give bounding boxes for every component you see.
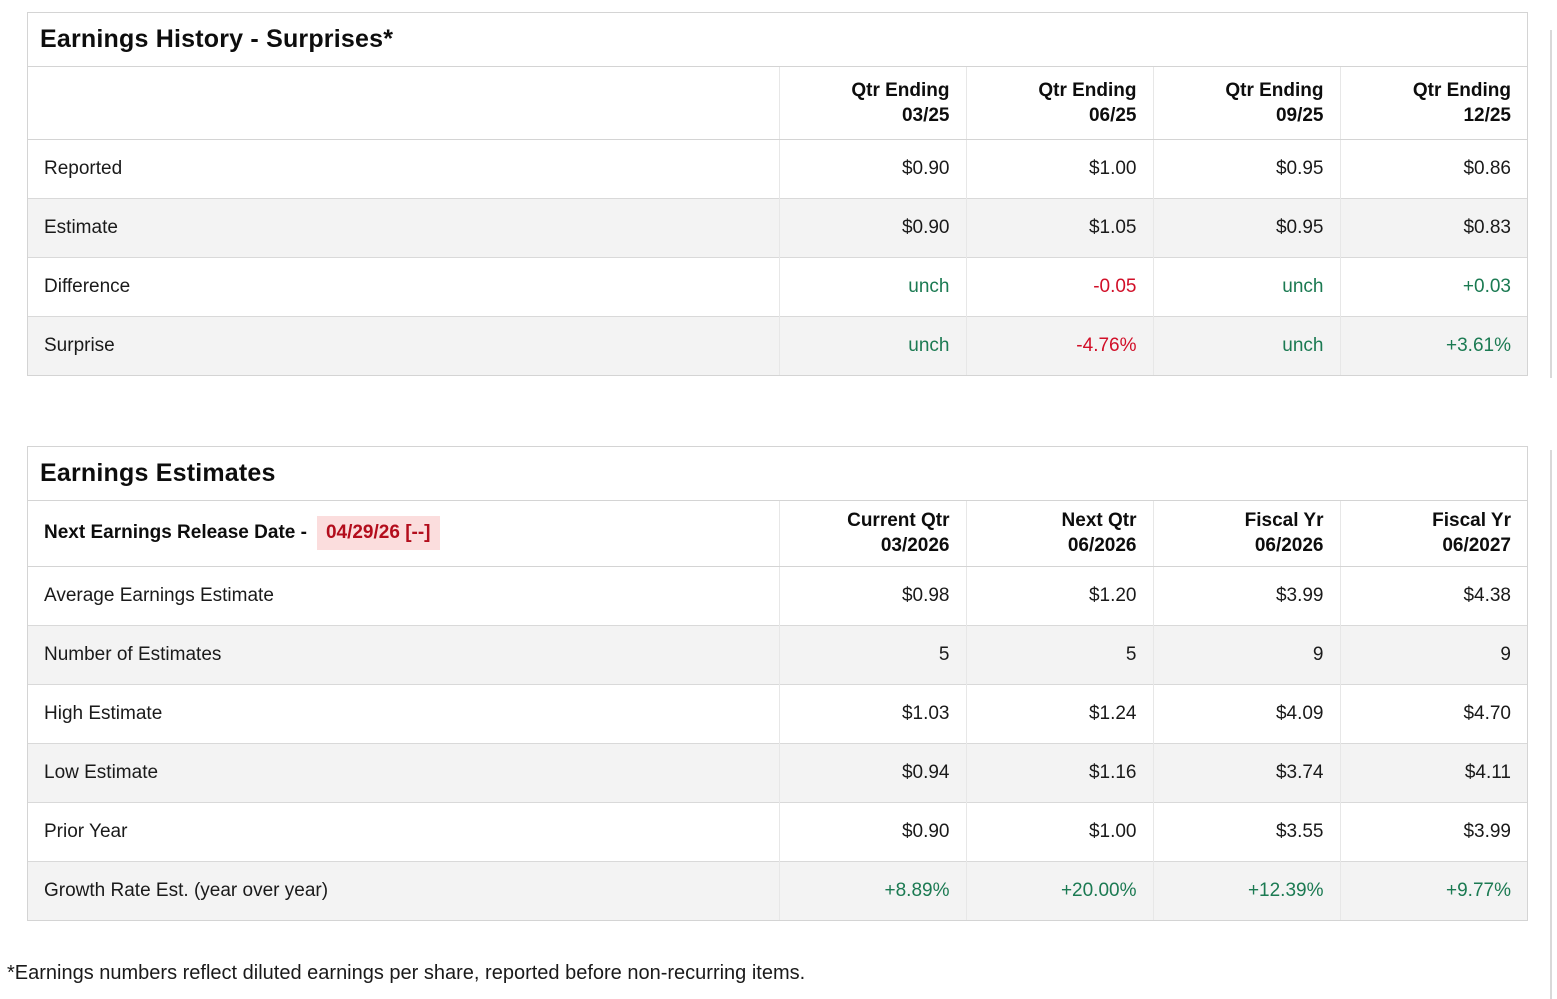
cell-value: $4.09 xyxy=(1152,683,1340,743)
row-label: Low Estimate xyxy=(28,742,779,802)
next-earnings-release-cell: Next Earnings Release Date - 04/29/26 [-… xyxy=(28,501,779,567)
column-header: Fiscal Yr 06/2026 xyxy=(1152,501,1340,567)
cell-value: unch xyxy=(778,315,966,375)
cell-value: $4.11 xyxy=(1339,742,1527,802)
cell-value: -4.76% xyxy=(965,315,1153,375)
earnings-history-title: Earnings History - Surprises* xyxy=(28,13,1527,67)
row-label: Number of Estimates xyxy=(28,624,779,684)
column-header: Qtr Ending 06/25 xyxy=(965,67,1153,140)
cell-value: $0.98 xyxy=(778,566,966,625)
next-earnings-release-date: 04/29/26 [--] xyxy=(316,516,440,551)
cell-value: $0.90 xyxy=(778,197,966,257)
cell-value: +12.39% xyxy=(1152,860,1340,920)
header-row: Qtr Ending 03/25 Qtr Ending 06/25 Qtr Ending… xyxy=(28,67,1527,140)
row-label: Reported xyxy=(44,157,123,179)
cell-value: 9 xyxy=(1152,624,1340,684)
cell-value: $0.90 xyxy=(778,139,966,198)
cell-value: $0.83 xyxy=(1339,197,1527,257)
cell-value: unch xyxy=(778,256,966,316)
earnings-estimates-table: Next Earnings Release Date - 04/29/26 [-… xyxy=(28,501,1527,920)
cell-value: $3.55 xyxy=(1152,801,1340,861)
cell-value: $0.95 xyxy=(1152,139,1340,198)
cell-value: -0.05 xyxy=(965,256,1153,316)
adjacent-panel-edge xyxy=(1550,30,1552,378)
row-label: Estimate xyxy=(28,197,779,257)
row-label: Prior Year xyxy=(28,801,779,861)
cell-value: $0.86 xyxy=(1339,139,1527,198)
table-row: Average Earnings Estimate $0.98 $1.20 $3.99… xyxy=(28,566,1527,625)
table-row: High Estimate $1.03 $1.24 $4.09 $4.70 xyxy=(28,683,1527,743)
column-header: Qtr Ending 12/25 xyxy=(1339,67,1527,140)
cell-value: $1.16 xyxy=(965,742,1153,802)
cell-value: $1.00 xyxy=(965,139,1153,198)
table-row: Estimate $0.90 $1.05 $0.95 $0.83 xyxy=(28,197,1527,257)
cell-value: $1.20 xyxy=(965,566,1153,625)
row-label: Difference xyxy=(28,256,779,316)
cell-value: 5 xyxy=(965,624,1153,684)
earnings-history-card: Earnings History - Surprises* Qtr Ending… xyxy=(27,12,1528,376)
cell-value: $0.95 xyxy=(1152,197,1340,257)
table-row: Growth Rate Est. (year over year) +8.89% +… xyxy=(28,860,1527,920)
cell-value: $4.70 xyxy=(1339,683,1527,743)
cell-value: $3.74 xyxy=(1152,742,1340,802)
adjacent-panel-edge xyxy=(1550,450,1552,999)
cell-value: +3.61% xyxy=(1339,315,1527,375)
column-header: Fiscal Yr 06/2027 xyxy=(1339,501,1527,567)
cell-value: $1.03 xyxy=(778,683,966,743)
column-header: Next Qtr 06/2026 xyxy=(965,501,1153,567)
cell-value: $1.24 xyxy=(965,683,1153,743)
row-label: Growth Rate Est. (year over year) xyxy=(28,860,779,920)
cell-value: $0.94 xyxy=(778,742,966,802)
cell-value: +20.00% xyxy=(965,860,1153,920)
cell-value: $1.00 xyxy=(965,801,1153,861)
cell-value: $3.99 xyxy=(1339,801,1527,861)
earnings-estimates-card: Earnings Estimates Next Earnings Release… xyxy=(27,446,1528,921)
column-header: Current Qtr 03/2026 xyxy=(778,501,966,567)
cell-value: unch xyxy=(1152,315,1340,375)
table-row: Prior Year $0.90 $1.00 $3.55 $3.99 xyxy=(28,801,1527,861)
earnings-history-table: Qtr Ending 03/25 Qtr Ending 06/25 Qtr Ending… xyxy=(28,67,1527,375)
row-label: Surprise xyxy=(28,315,779,375)
cell-value: +8.89% xyxy=(778,860,966,920)
cell-value: $0.90 xyxy=(778,801,966,861)
column-header: Qtr Ending 03/25 xyxy=(778,67,966,140)
earnings-footnote: *Earnings numbers reflect diluted earnin… xyxy=(7,962,806,984)
table-row: Surprise unch -4.76% unch +3.61% xyxy=(28,315,1527,375)
row-label: High Estimate xyxy=(28,683,779,743)
cell-value: +9.77% xyxy=(1339,860,1527,920)
cell-value: $3.99 xyxy=(1152,566,1340,625)
cell-value: $1.05 xyxy=(965,197,1153,257)
row-label: Average Earnings Estimate xyxy=(44,584,274,606)
cell-value: unch xyxy=(1152,256,1340,316)
column-header: Qtr Ending 09/25 xyxy=(1152,67,1340,140)
cell-value: $4.38 xyxy=(1339,566,1527,625)
table-row: Reported $0.90 $1.00 $0.95 $0.86 xyxy=(28,139,1527,198)
next-earnings-release-label: Next Earnings Release Date - xyxy=(44,522,307,544)
cell-value: +0.03 xyxy=(1339,256,1527,316)
earnings-estimates-title: Earnings Estimates xyxy=(28,447,1527,501)
header-row: Next Earnings Release Date - 04/29/26 [-… xyxy=(28,501,1527,567)
corner-cell xyxy=(28,67,779,140)
cell-value: 9 xyxy=(1339,624,1527,684)
table-row: Low Estimate $0.94 $1.16 $3.74 $4.11 xyxy=(28,742,1527,802)
cell-value: 5 xyxy=(778,624,966,684)
table-row: Difference unch -0.05 unch +0.03 xyxy=(28,256,1527,316)
table-row: Number of Estimates 5 5 9 9 xyxy=(28,624,1527,684)
